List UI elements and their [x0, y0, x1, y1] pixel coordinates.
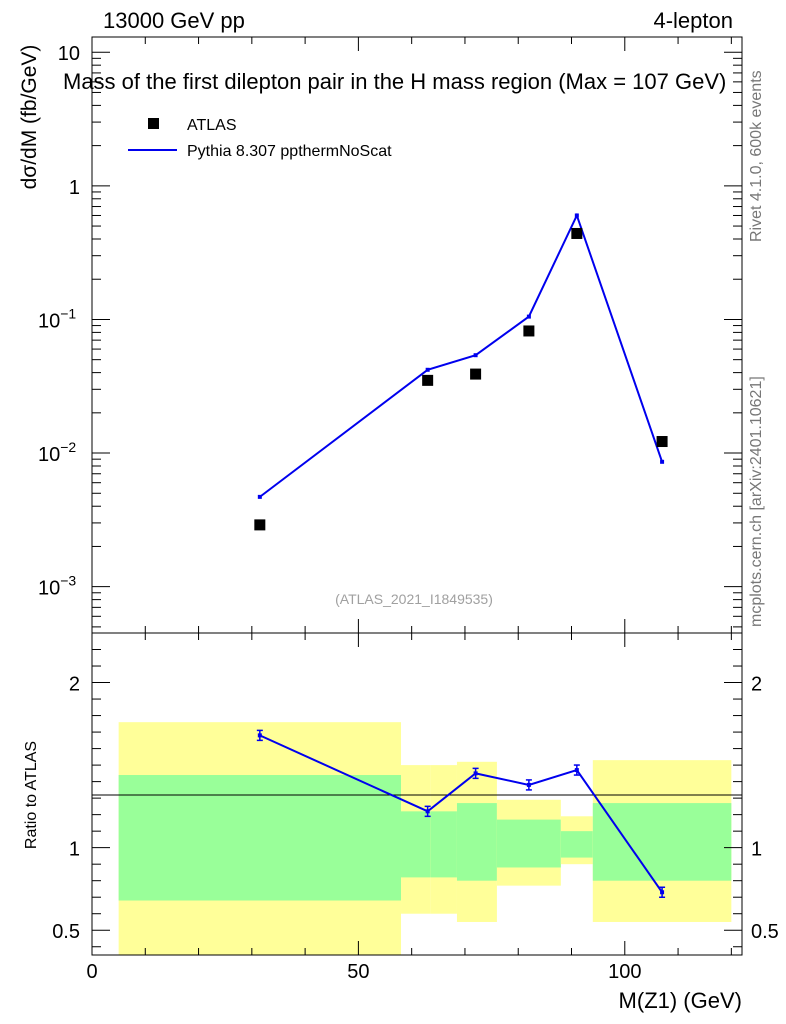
rivet-label: Rivet 4.1.0, 600k events [748, 70, 765, 242]
ratio-xtick-label: 0 [86, 961, 97, 983]
chart-marks [254, 212, 668, 899]
analysis-watermark: (ATLAS_2021_I1849535) [335, 591, 493, 607]
mc-point [574, 213, 579, 218]
main-ytick-label: 1 [69, 177, 80, 199]
ratio-ytick-label-right: 2 [751, 674, 762, 696]
ratio-point [257, 733, 262, 738]
x-axis-title: M(Z1) (GeV) [619, 988, 742, 1013]
header-process: 4-lepton [653, 8, 733, 33]
atlas-data-point [656, 436, 668, 448]
mc-point [473, 353, 478, 358]
ratio-y-axis-title: Ratio to ATLAS [23, 741, 40, 849]
ratio-xtick-label: 100 [608, 961, 641, 983]
ratio-band-inner-5 [560, 831, 593, 858]
mc-point [257, 494, 262, 499]
mcplots-label: mcplots.cern.ch [arXiv:2401.10621] [748, 376, 765, 627]
ratio-ytick-label-right: 0.5 [751, 921, 779, 943]
ratio-bands [118, 722, 732, 955]
main-ytick-label: 10−2 [38, 439, 76, 466]
ratio-band-inner-0 [118, 775, 402, 901]
ratio-band-inner-6 [592, 803, 732, 881]
ratio-ytick-label-left: 1 [69, 839, 80, 861]
atlas-data-point [470, 368, 482, 380]
mc-point [425, 367, 430, 372]
legend: ATLAS Pythia 8.307 ppthermNoScat [128, 117, 392, 160]
ratio-ytick-label-right: 1 [751, 839, 762, 861]
legend-atlas-label: ATLAS [187, 117, 237, 134]
ratio-ytick-label-left: 2 [69, 674, 80, 696]
mc-series-line [259, 212, 664, 498]
ratio-point [526, 782, 531, 787]
main-ytick-label: 10−3 [38, 573, 76, 600]
ratio-point [574, 768, 579, 773]
atlas-data-point [571, 227, 583, 239]
ratio-point [660, 890, 665, 895]
ratio-point [425, 809, 430, 814]
mc-point [526, 314, 531, 319]
main-ytick-label: 10 [58, 43, 80, 65]
ratio-band-inner-4 [496, 819, 561, 868]
ratio-xtick-label: 50 [347, 961, 369, 983]
ratio-band-inner-1 [401, 811, 431, 878]
legend-mc-label: Pythia 8.307 ppthermNoScat [187, 143, 392, 160]
chart-title: Mass of the first dilepton pair in the H… [63, 69, 726, 94]
ratio-band-inner-2 [430, 811, 457, 878]
mc-point [660, 459, 665, 464]
atlas-data-point [254, 519, 266, 531]
atlas-data-point [523, 325, 535, 337]
atlas-data-point [422, 374, 434, 386]
ratio-point [473, 771, 478, 776]
legend-atlas-marker [148, 118, 159, 129]
ratio-ytick-label-left: 0.5 [52, 921, 80, 943]
main-y-axis-title: dσ/dM (fb/GeV) [18, 45, 41, 190]
ratio-plot-frame [91, 632, 743, 956]
ratio-series-line [259, 734, 663, 893]
header-energy: 13000 GeV pp [103, 8, 245, 33]
main-ytick-label: 10−1 [38, 305, 76, 332]
ratio-band-inner-3 [456, 803, 497, 881]
